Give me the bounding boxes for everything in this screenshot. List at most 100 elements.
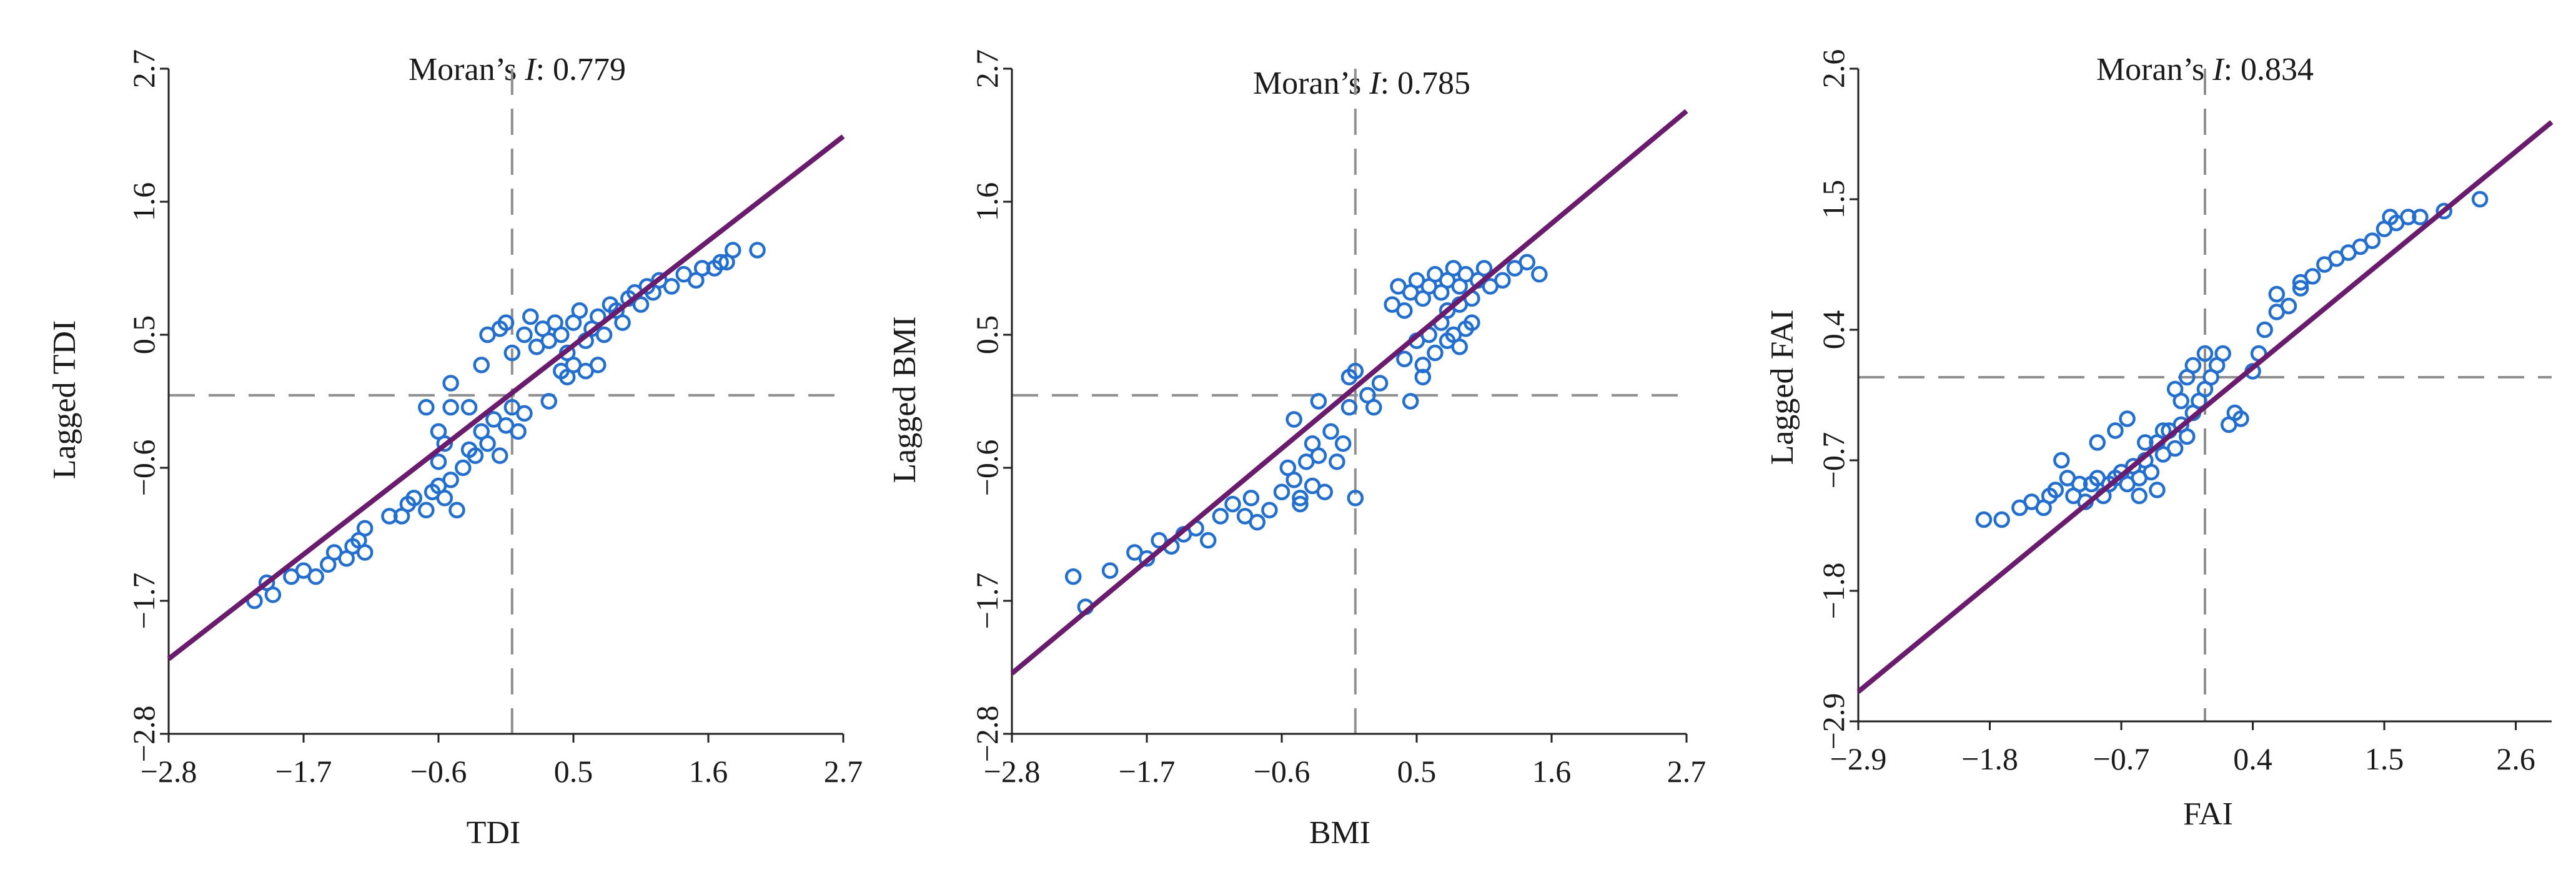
- data-point: [516, 405, 533, 422]
- data-point: [503, 344, 521, 362]
- y-tick-label: 1.5: [1816, 180, 1851, 219]
- data-point: [2179, 428, 2196, 445]
- data-point: [1138, 550, 1156, 567]
- x-tick-label: −1.7: [275, 754, 332, 789]
- y-tick-label: −2.8: [969, 706, 1004, 763]
- data-point: [436, 490, 453, 507]
- y-tick-label: −2.9: [1816, 693, 1851, 750]
- y-axis-label-bmi: Lagged BMI: [887, 316, 923, 483]
- x-tick-label: 2.6: [2496, 741, 2535, 776]
- data-point: [1347, 490, 1364, 507]
- data-point: [2364, 232, 2381, 249]
- regression-line: [167, 134, 845, 661]
- y-tick-label: 1.6: [969, 182, 1004, 222]
- data-point: [2149, 482, 2166, 498]
- data-point: [356, 544, 374, 561]
- y-tick-label: 2.7: [969, 49, 1004, 89]
- y-tick-label: −1.7: [126, 573, 161, 630]
- x-tick-label: 1.6: [689, 754, 728, 789]
- data-point: [1249, 513, 1266, 531]
- data-point: [2400, 209, 2417, 225]
- data-point: [663, 278, 680, 295]
- data-point: [1414, 368, 1432, 386]
- data-point: [2232, 410, 2249, 427]
- y-tick-label: −0.6: [969, 440, 1004, 497]
- x-tick-label: −0.6: [410, 754, 467, 789]
- y-tick-label: −2.8: [126, 706, 161, 763]
- data-point: [1371, 375, 1389, 392]
- data-point: [2131, 487, 2147, 505]
- data-point: [356, 520, 374, 537]
- y-axis-label-fai: Lagged FAI: [1765, 310, 1800, 465]
- moran-title-bmi: Moran’s I: 0.785: [1253, 66, 1470, 101]
- data-point: [381, 508, 398, 525]
- data-point: [1292, 490, 1309, 507]
- x-tick-label: −1.7: [1119, 754, 1176, 789]
- scatter-panel-fai: Moran’s I: 0.834 FAI Lagged FAI −2.9 −1.8…: [1765, 49, 2554, 832]
- data-point: [2119, 410, 2136, 427]
- data-point: [693, 260, 711, 277]
- data-point: [1261, 502, 1278, 519]
- data-point: [1242, 490, 1260, 507]
- moran-title-tdi: Moran’s I: 0.779: [409, 52, 626, 87]
- data-point: [1101, 562, 1119, 579]
- y-tick-label: −0.6: [126, 440, 161, 497]
- data-point: [2107, 422, 2124, 439]
- y-tick-label: 0.4: [1816, 310, 1851, 350]
- data-point: [2154, 422, 2172, 439]
- scatter-panel-tdi: Moran’s I: 0.779 TDI Lagged TDI −2.8 −1.7…: [47, 49, 863, 851]
- data-point: [460, 398, 478, 416]
- data-point: [2184, 357, 2202, 374]
- data-point: [2382, 209, 2399, 225]
- data-point: [1531, 265, 1548, 283]
- data-point: [2053, 452, 2070, 469]
- data-point: [1414, 357, 1432, 373]
- data-point: [1518, 254, 1535, 271]
- data-point: [405, 490, 422, 507]
- y-tick-label: 1.6: [126, 182, 161, 222]
- regression-line: [1010, 109, 1688, 676]
- data-point: [1347, 362, 1364, 380]
- data-point: [1286, 472, 1302, 488]
- data-point: [1340, 398, 1358, 416]
- scatter-panel-bmi: Moran’s I: 0.785 BMI Lagged BMI −2.8 −1.7…: [887, 49, 1706, 851]
- data-point: [491, 447, 508, 464]
- data-point: [1365, 398, 1382, 416]
- data-point: [2268, 285, 2286, 303]
- data-point: [2089, 434, 2106, 451]
- data-point: [2196, 345, 2214, 362]
- data-point: [1975, 511, 1993, 528]
- x-tick-label: 0.4: [2233, 741, 2272, 776]
- data-point: [473, 357, 490, 373]
- data-point: [2143, 463, 2160, 481]
- data-point: [1993, 511, 2010, 528]
- x-tick-label: −2.9: [1830, 741, 1887, 776]
- data-point: [2292, 280, 2309, 297]
- data-point: [2214, 345, 2231, 362]
- moran-title-fai: Moran’s I: 0.834: [2096, 52, 2314, 87]
- x-axis-label-tdi: TDI: [467, 815, 521, 851]
- data-point: [307, 568, 324, 585]
- data-point: [264, 586, 282, 603]
- data-point: [497, 314, 515, 331]
- y-tick-label: −1.8: [1816, 563, 1851, 620]
- data-point: [1273, 483, 1290, 500]
- data-point: [712, 254, 729, 271]
- data-point: [725, 242, 741, 259]
- x-tick-label: 0.5: [1397, 754, 1437, 789]
- data-point: [448, 502, 465, 519]
- x-tick-label: 2.7: [1667, 754, 1707, 789]
- data-point: [614, 314, 631, 331]
- x-tick-label: −0.6: [1254, 754, 1310, 789]
- x-tick-label: 1.5: [2365, 741, 2404, 776]
- data-point: [1464, 314, 1480, 331]
- data-point: [2071, 475, 2088, 493]
- y-tick-label: 2.6: [1816, 49, 1851, 89]
- data-point: [2280, 297, 2297, 315]
- data-point: [1396, 350, 1413, 367]
- data-point: [479, 435, 496, 452]
- data-point: [1310, 393, 1327, 410]
- x-tick-label: −2.8: [141, 754, 197, 789]
- data-point: [510, 423, 527, 440]
